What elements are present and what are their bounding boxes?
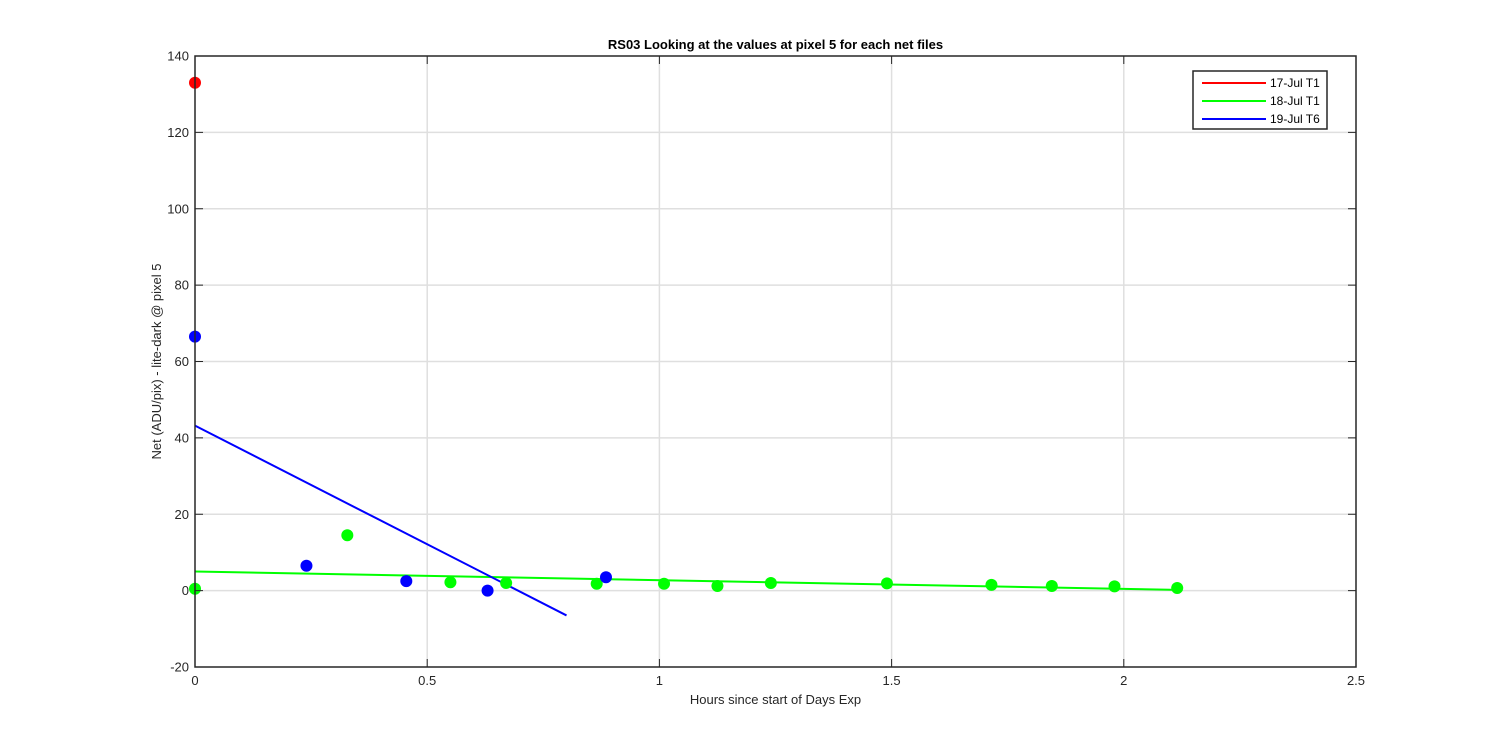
legend-label: 19-Jul T6 [1270,112,1320,126]
legend-label: 18-Jul T1 [1270,94,1320,108]
y-tick-label: 80 [175,278,189,293]
data-point-series-2 [711,580,724,593]
x-tick-label: 1.5 [883,673,901,688]
grid-lines [195,56,1356,667]
x-tick-label: 0 [191,673,198,688]
y-tick-label: -20 [170,660,189,675]
data-point-series-2 [764,576,777,589]
chart-title: RS03 Looking at the values at pixel 5 fo… [608,37,943,52]
data-points [189,76,1184,597]
y-tick-label: 120 [167,125,189,140]
x-tick-label: 1 [656,673,663,688]
legend: 17-Jul T1 18-Jul T1 19-Jul T6 [1192,70,1328,130]
data-point-series-3 [300,559,313,572]
legend-label: 17-Jul T1 [1270,76,1320,90]
data-point-series-2 [1045,580,1058,593]
y-tick-label: 60 [175,354,189,369]
data-point-series-2 [500,576,513,589]
data-point-series-2 [985,578,998,591]
data-point-series-2 [880,577,893,590]
y-tick-label: 140 [167,49,189,64]
x-tick-label: 2.5 [1347,673,1365,688]
y-tick-label: 20 [175,507,189,522]
data-point-series-2 [444,576,457,589]
data-point-series-2 [1108,580,1121,593]
x-axis-label: Hours since start of Days Exp [690,692,861,707]
y-tick-label: 40 [175,430,189,445]
x-tick-label: 0.5 [418,673,436,688]
data-point-series-2 [1171,581,1184,594]
y-tick-label: 0 [182,583,189,598]
y-axis-label: Net (ADU/pix) - lite-dark @ pixel 5 [149,264,164,460]
data-point-series-2 [341,529,354,542]
fit-line-series-2 [194,570,1178,591]
data-point-series-3 [481,584,494,597]
x-tick-label: 2 [1120,673,1127,688]
data-point-series-2 [658,577,671,590]
data-point-series-3 [599,571,612,584]
data-point-series-3 [400,575,413,588]
y-tick-label: 100 [167,201,189,216]
data-point-series-2 [590,577,603,590]
